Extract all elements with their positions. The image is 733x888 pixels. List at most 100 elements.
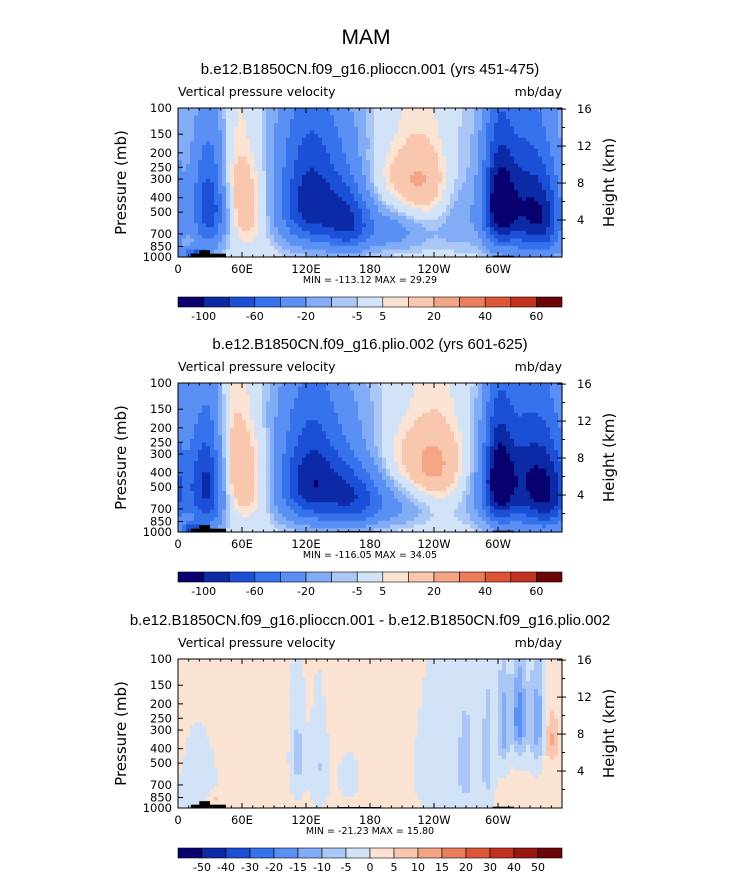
heatmap-cell (314, 152, 319, 158)
heatmap-cell (182, 171, 187, 176)
heatmap-cell (490, 152, 495, 158)
heatmap-cell (222, 219, 227, 225)
heatmap-cell (410, 167, 415, 172)
heatmap-cell (398, 245, 403, 251)
heatmap-cell (238, 245, 243, 251)
heatmap-cell (330, 156, 335, 161)
heatmap-cell (410, 412, 415, 418)
heatmap-cell (246, 416, 251, 421)
heatmap-cell (338, 227, 343, 232)
heatmap-cell (542, 245, 547, 251)
heatmap-cell (218, 122, 223, 128)
heatmap-cell (310, 175, 315, 180)
heatmap-cell (498, 197, 503, 202)
heatmap-cell (506, 141, 511, 146)
heatmap-cell (394, 197, 399, 202)
heatmap-cell (430, 249, 435, 254)
heatmap-cell (346, 245, 351, 251)
heatmap-cell (490, 197, 495, 202)
heatmap-cell (382, 182, 387, 187)
heatmap-cell (370, 152, 375, 158)
heatmap-cell (534, 182, 539, 187)
heatmap-cell (462, 394, 467, 399)
heatmap-cell (462, 122, 467, 128)
heatmap-cell (526, 409, 531, 414)
heatmap-cell (502, 386, 507, 392)
heatmap-cell (482, 119, 487, 124)
heatmap-cell (218, 219, 223, 225)
heatmap-cell (350, 186, 355, 191)
heatmap-cell (554, 175, 559, 180)
heatmap-cell (234, 167, 239, 172)
heatmap-cell (266, 397, 271, 403)
heatmap-cell (242, 412, 247, 418)
heatmap-cell (510, 386, 515, 392)
heatmap-cell (266, 223, 271, 228)
heatmap-cell (222, 201, 227, 206)
heatmap-cell (438, 160, 443, 165)
heatmap-cell (486, 249, 491, 254)
heatmap-cell (358, 186, 363, 191)
heatmap-cell (350, 197, 355, 202)
heatmap-cell (502, 193, 507, 199)
heatmap-cell (434, 178, 439, 184)
heatmap-cell (530, 130, 535, 135)
heatmap-cell (206, 134, 211, 139)
heatmap-cell (334, 115, 339, 120)
heatmap-cell (270, 409, 275, 414)
heatmap-cell (466, 223, 471, 228)
heatmap-cell (190, 156, 195, 161)
heatmap-cell (394, 193, 399, 199)
heatmap-cell (194, 223, 199, 228)
heatmap-cell (310, 137, 315, 143)
heatmap-cell (554, 208, 559, 213)
heatmap-cell (298, 137, 303, 143)
heatmap-cell (478, 115, 483, 120)
heatmap-cell (398, 186, 403, 191)
terrain-block (199, 250, 210, 257)
heatmap-cell (442, 148, 447, 154)
heatmap-cell (538, 409, 543, 414)
heatmap-cell (506, 137, 511, 143)
heatmap-cell (258, 122, 263, 128)
heatmap-cell (330, 409, 335, 414)
heatmap-cell (286, 253, 291, 258)
heatmap-cell (278, 163, 283, 169)
heatmap-cell (394, 119, 399, 124)
heatmap-cell (410, 401, 415, 406)
heatmap-cell (178, 409, 183, 414)
heatmap-cell (262, 108, 267, 113)
heatmap-cell (258, 397, 263, 403)
heatmap-cell (298, 390, 303, 395)
heatmap-cell (218, 111, 223, 117)
heatmap-cell (294, 201, 299, 206)
heatmap-cell (182, 394, 187, 399)
heatmap-cell (314, 175, 319, 180)
heatmap-cell (338, 148, 343, 154)
heatmap-cell (498, 383, 503, 388)
heatmap-cell (186, 227, 191, 232)
heatmap-cell (230, 160, 235, 165)
heatmap-cell (210, 245, 215, 251)
heatmap-cell (490, 401, 495, 406)
heatmap-cell (382, 386, 387, 392)
heatmap-cell (502, 171, 507, 176)
heatmap-cell (278, 126, 283, 131)
heatmap-cell (378, 111, 383, 117)
heatmap-cell (410, 178, 415, 184)
heatmap-cell (414, 219, 419, 225)
heatmap-cell (314, 126, 319, 131)
heatmap-cell (350, 204, 355, 210)
heatmap-cell (554, 171, 559, 176)
heatmap-cell (306, 412, 311, 418)
heatmap-cell (426, 245, 431, 251)
chart-panel-1: b.e12.B1850CN.f09_g16.plioccn.001 (yrs 4… (112, 61, 618, 323)
heatmap-cell (434, 186, 439, 191)
heatmap-cell (242, 111, 247, 117)
heatmap-cell (398, 175, 403, 180)
heatmap-cell (238, 152, 243, 158)
heatmap-cell (502, 189, 507, 195)
heatmap-cell (434, 111, 439, 117)
heatmap-cell (462, 242, 467, 247)
heatmap-cell (502, 397, 507, 403)
